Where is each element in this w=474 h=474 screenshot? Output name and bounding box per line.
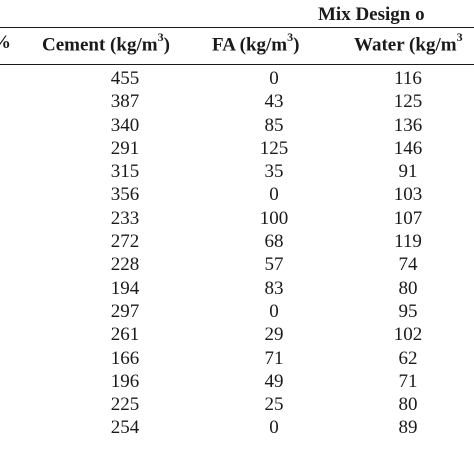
- cell-cement: 196: [110, 370, 140, 392]
- cell-water: 95: [398, 300, 418, 322]
- cell-water: 125: [393, 91, 423, 113]
- cell-water: 136: [393, 114, 423, 136]
- header-fa-text: FA (kg/m: [212, 34, 288, 56]
- cell-water: 107: [393, 207, 423, 229]
- header-rule: [0, 64, 474, 65]
- cell-fa: 85: [264, 114, 284, 136]
- table-body: 455 0 116 387 43 125 340 85 136 291 125 146 315 35 91 3…: [0, 68, 474, 441]
- cell-cement: 340: [110, 114, 140, 136]
- cell-fa: 43: [264, 91, 284, 113]
- header-water: Water (kg/m3: [354, 30, 463, 56]
- cell-cement: 228: [110, 254, 140, 276]
- table-row: 233 100 107: [0, 208, 474, 231]
- table-row: 356 0 103: [0, 184, 474, 207]
- header-first-fragment: %: [0, 32, 11, 54]
- table-row: 228 57 74: [0, 254, 474, 277]
- cell-cement: 272: [110, 231, 140, 253]
- cell-water: 80: [398, 394, 418, 416]
- header-cement-sup: 3: [157, 30, 164, 44]
- cell-water: 119: [394, 231, 422, 253]
- header-cement-text: Cement (kg/m: [42, 34, 158, 56]
- cell-fa: 71: [264, 347, 284, 369]
- top-rule: [0, 27, 474, 28]
- table-row: 387 43 125: [0, 91, 474, 114]
- cell-cement: 387: [110, 91, 140, 113]
- cell-fa: 29: [264, 324, 284, 346]
- header-fa-close: ): [293, 34, 300, 56]
- group-header: Mix Design o: [318, 4, 425, 25]
- cell-cement: 315: [110, 161, 140, 183]
- cell-cement: 166: [110, 347, 140, 369]
- cell-water: 74: [398, 254, 418, 276]
- header-fa-sup: 3: [287, 30, 294, 44]
- table-row: 297 0 95: [0, 301, 474, 324]
- header-cement: Cement (kg/m3): [42, 30, 170, 56]
- table-row: 455 0 116: [0, 68, 474, 91]
- cell-water: 116: [394, 68, 422, 89]
- cell-water: 80: [398, 277, 418, 299]
- cell-cement: 225: [110, 394, 140, 416]
- cell-fa: 49: [264, 370, 284, 392]
- cell-fa: 100: [259, 207, 289, 229]
- cell-water: 89: [398, 417, 418, 439]
- cell-cement: 254: [110, 417, 140, 439]
- cell-fa: 83: [264, 277, 284, 299]
- cell-fa: 0: [269, 68, 279, 89]
- cell-fa: 57: [264, 254, 284, 276]
- cell-water: 62: [398, 347, 418, 369]
- cell-cement: 297: [110, 300, 140, 322]
- table-row: 194 83 80: [0, 278, 474, 301]
- header-fa: FA (kg/m3): [212, 30, 300, 56]
- cell-fa: 25: [264, 394, 284, 416]
- table-row: 196 49 71: [0, 371, 474, 394]
- cell-water: 103: [393, 184, 423, 206]
- cell-fa: 0: [269, 300, 279, 322]
- cell-water: 91: [398, 161, 418, 183]
- header-water-text: Water (kg/m: [354, 34, 457, 56]
- cell-fa: 0: [269, 184, 279, 206]
- cell-fa: 68: [264, 231, 284, 253]
- cell-water: 71: [398, 370, 418, 392]
- cell-cement: 291: [110, 137, 140, 159]
- header-water-sup: 3: [456, 30, 463, 44]
- cell-water: 102: [393, 324, 423, 346]
- table-row: 254 0 89: [0, 417, 474, 440]
- cell-fa: 35: [264, 161, 284, 183]
- table-row: 315 35 91: [0, 161, 474, 184]
- cell-fa: 125: [259, 137, 289, 159]
- cell-fa: 0: [269, 417, 279, 439]
- cell-cement: 455: [110, 68, 140, 89]
- table-row: 166 71 62: [0, 348, 474, 371]
- table-row: 225 25 80: [0, 394, 474, 417]
- cell-cement: 194: [110, 277, 140, 299]
- table-row: 272 68 119: [0, 231, 474, 254]
- cell-cement: 233: [110, 207, 140, 229]
- table-row: 261 29 102: [0, 324, 474, 347]
- header-cement-close: ): [163, 34, 170, 56]
- cell-cement: 261: [110, 324, 140, 346]
- cell-water: 146: [393, 137, 423, 159]
- table-row: 291 125 146: [0, 138, 474, 161]
- table-row: 340 85 136: [0, 115, 474, 138]
- cell-cement: 356: [110, 184, 140, 206]
